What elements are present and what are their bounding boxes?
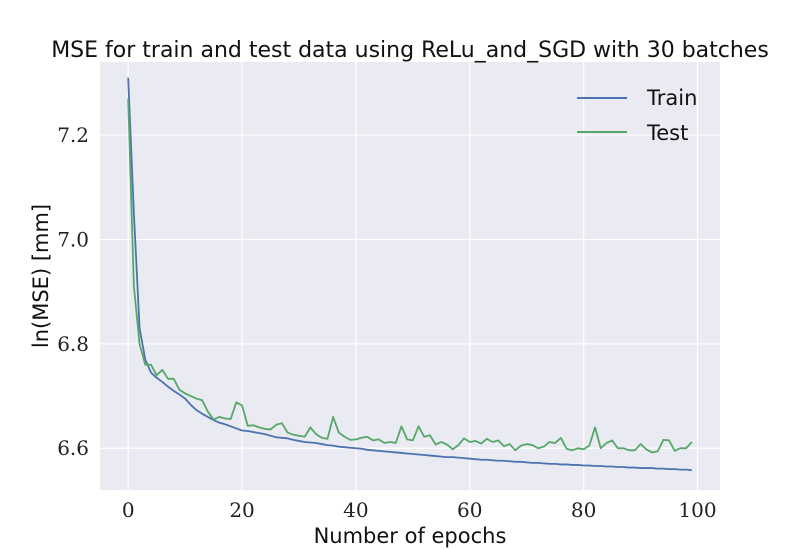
x-tick-label: 0 bbox=[122, 498, 135, 522]
legend-label-test: Test bbox=[646, 121, 688, 145]
y-tick-label: 6.8 bbox=[57, 332, 89, 356]
series-line-train bbox=[127, 77, 692, 472]
x-tick-label: 40 bbox=[343, 498, 368, 522]
y-tick-label: 6.6 bbox=[57, 436, 89, 460]
legend: Train Test bbox=[577, 86, 697, 145]
tick-labels: 0 20 40 60 80 100 6.6 6.8 7.0 7.2 bbox=[57, 123, 716, 522]
series-line-test bbox=[127, 98, 693, 454]
legend-label-train: Train bbox=[646, 86, 697, 110]
y-tick-label: 7.0 bbox=[57, 227, 89, 251]
chart-title: MSE for train and test data using ReLu_a… bbox=[51, 38, 769, 63]
x-tick-label: 100 bbox=[678, 498, 716, 522]
y-tick-label: 7.2 bbox=[57, 123, 89, 147]
x-tick-label: 80 bbox=[571, 498, 596, 522]
y-axis-label: ln(MSE) [mm] bbox=[29, 204, 53, 348]
plot-area bbox=[100, 62, 720, 490]
x-tick-label: 20 bbox=[229, 498, 254, 522]
x-axis-label: Number of epochs bbox=[314, 524, 507, 548]
grid bbox=[100, 62, 720, 490]
x-tick-label: 60 bbox=[457, 498, 482, 522]
series-lines bbox=[127, 77, 693, 472]
